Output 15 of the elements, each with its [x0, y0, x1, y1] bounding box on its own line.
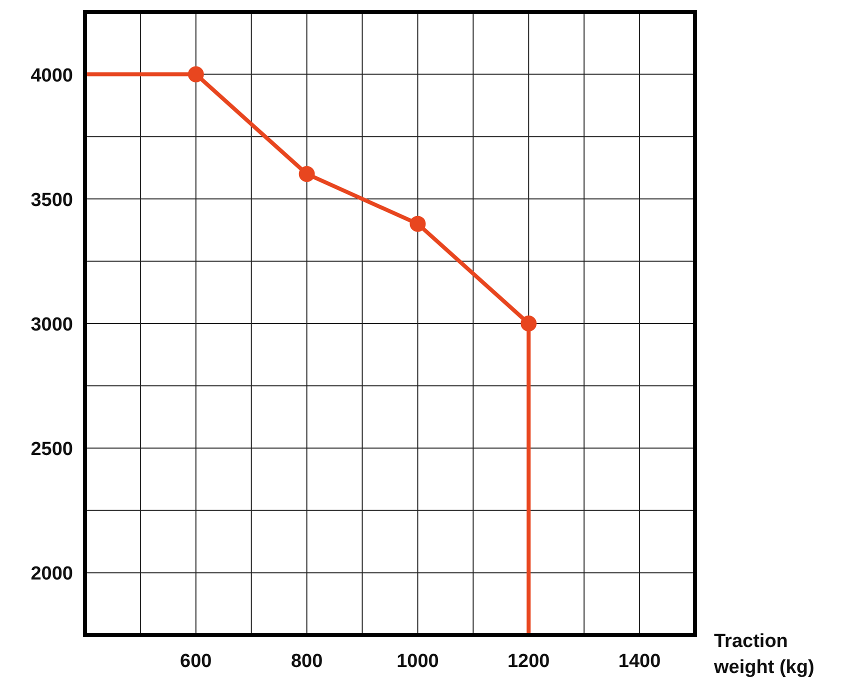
y-tick-label: 3000 [30, 314, 73, 336]
y-tick-label: 4000 [30, 65, 73, 86]
point [520, 316, 537, 332]
x-tick-label: 1000 [396, 651, 439, 672]
x-tick-label: 1400 [618, 651, 661, 672]
x-tick-label: 600 [180, 651, 212, 672]
point [298, 166, 315, 182]
x-tick-label: 800 [290, 651, 323, 672]
x-axis-title: Traction weight (kg) [713, 631, 814, 678]
point [410, 216, 426, 232]
y-tick-label: 2000 [30, 564, 73, 585]
y-tick-label: 2500 [30, 439, 73, 460]
point [188, 66, 204, 82]
y-tick-label: 3500 [30, 190, 73, 211]
x-tick-label: 1200 [507, 651, 550, 672]
